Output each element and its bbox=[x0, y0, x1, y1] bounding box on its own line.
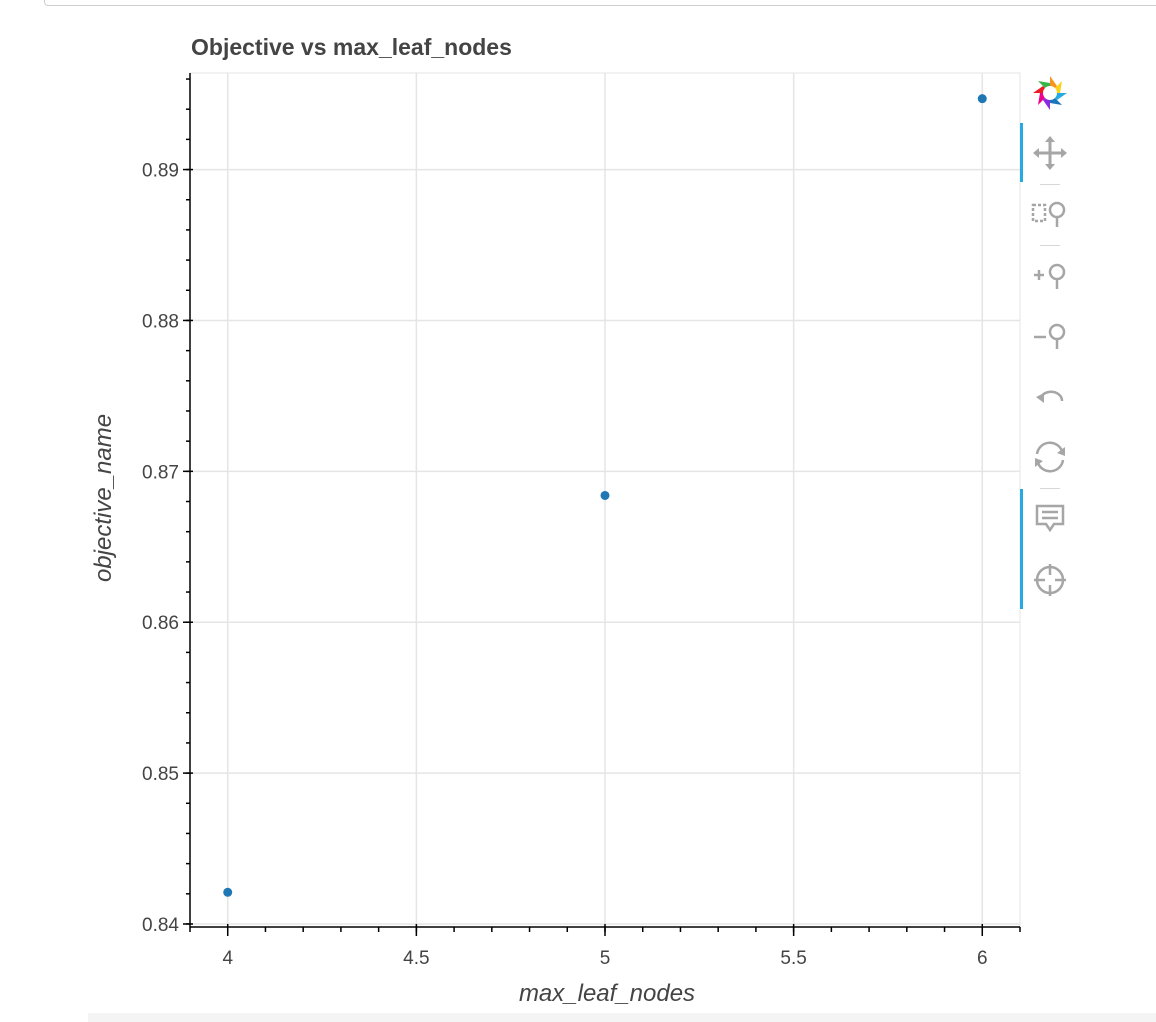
y-tick-label: 0.87 bbox=[142, 462, 179, 483]
x-tick-label: 5.5 bbox=[780, 948, 806, 969]
y-tick-label: 0.88 bbox=[142, 311, 179, 332]
box-zoom-icon[interactable] bbox=[1028, 192, 1072, 236]
reset-icon[interactable] bbox=[1028, 435, 1072, 479]
y-tick-label: 0.84 bbox=[142, 915, 179, 936]
scatter-point[interactable] bbox=[977, 94, 987, 104]
chart-title: Objective vs max_leaf_nodes bbox=[191, 34, 512, 60]
bokeh-logo-icon[interactable] bbox=[1028, 71, 1072, 115]
zoom-in-icon[interactable] bbox=[1028, 254, 1072, 298]
y-tick-label: 0.89 bbox=[142, 161, 179, 182]
top-frame bbox=[44, 0, 1156, 6]
y-tick-label: 0.85 bbox=[142, 764, 179, 785]
scatter-point[interactable] bbox=[600, 490, 610, 500]
x-tick-label: 5 bbox=[600, 948, 611, 969]
bottom-band bbox=[88, 1013, 1156, 1022]
hover-active-indicator bbox=[1020, 489, 1023, 609]
pan-active-indicator bbox=[1020, 123, 1023, 182]
hover-icon[interactable] bbox=[1028, 497, 1072, 541]
x-tick-label: 6 bbox=[977, 948, 988, 969]
undo-icon[interactable] bbox=[1028, 374, 1072, 418]
toolbar-separator bbox=[1040, 245, 1060, 246]
toolbar-separator bbox=[1040, 184, 1060, 185]
x-axis-label: max_leaf_nodes bbox=[518, 980, 696, 1007]
y-tick-label: 0.86 bbox=[142, 613, 179, 634]
x-tick-label: 4.5 bbox=[403, 948, 429, 969]
y-axis-label: objective_name bbox=[90, 413, 117, 583]
scatter-point[interactable] bbox=[223, 887, 233, 897]
plot-toolbar bbox=[1020, 68, 1080, 628]
pan-icon[interactable] bbox=[1028, 131, 1072, 175]
crosshair-icon[interactable] bbox=[1028, 558, 1072, 602]
zoom-out-icon[interactable] bbox=[1028, 314, 1072, 358]
x-tick-label: 4 bbox=[222, 948, 233, 969]
toolbar-separator bbox=[1040, 488, 1060, 489]
